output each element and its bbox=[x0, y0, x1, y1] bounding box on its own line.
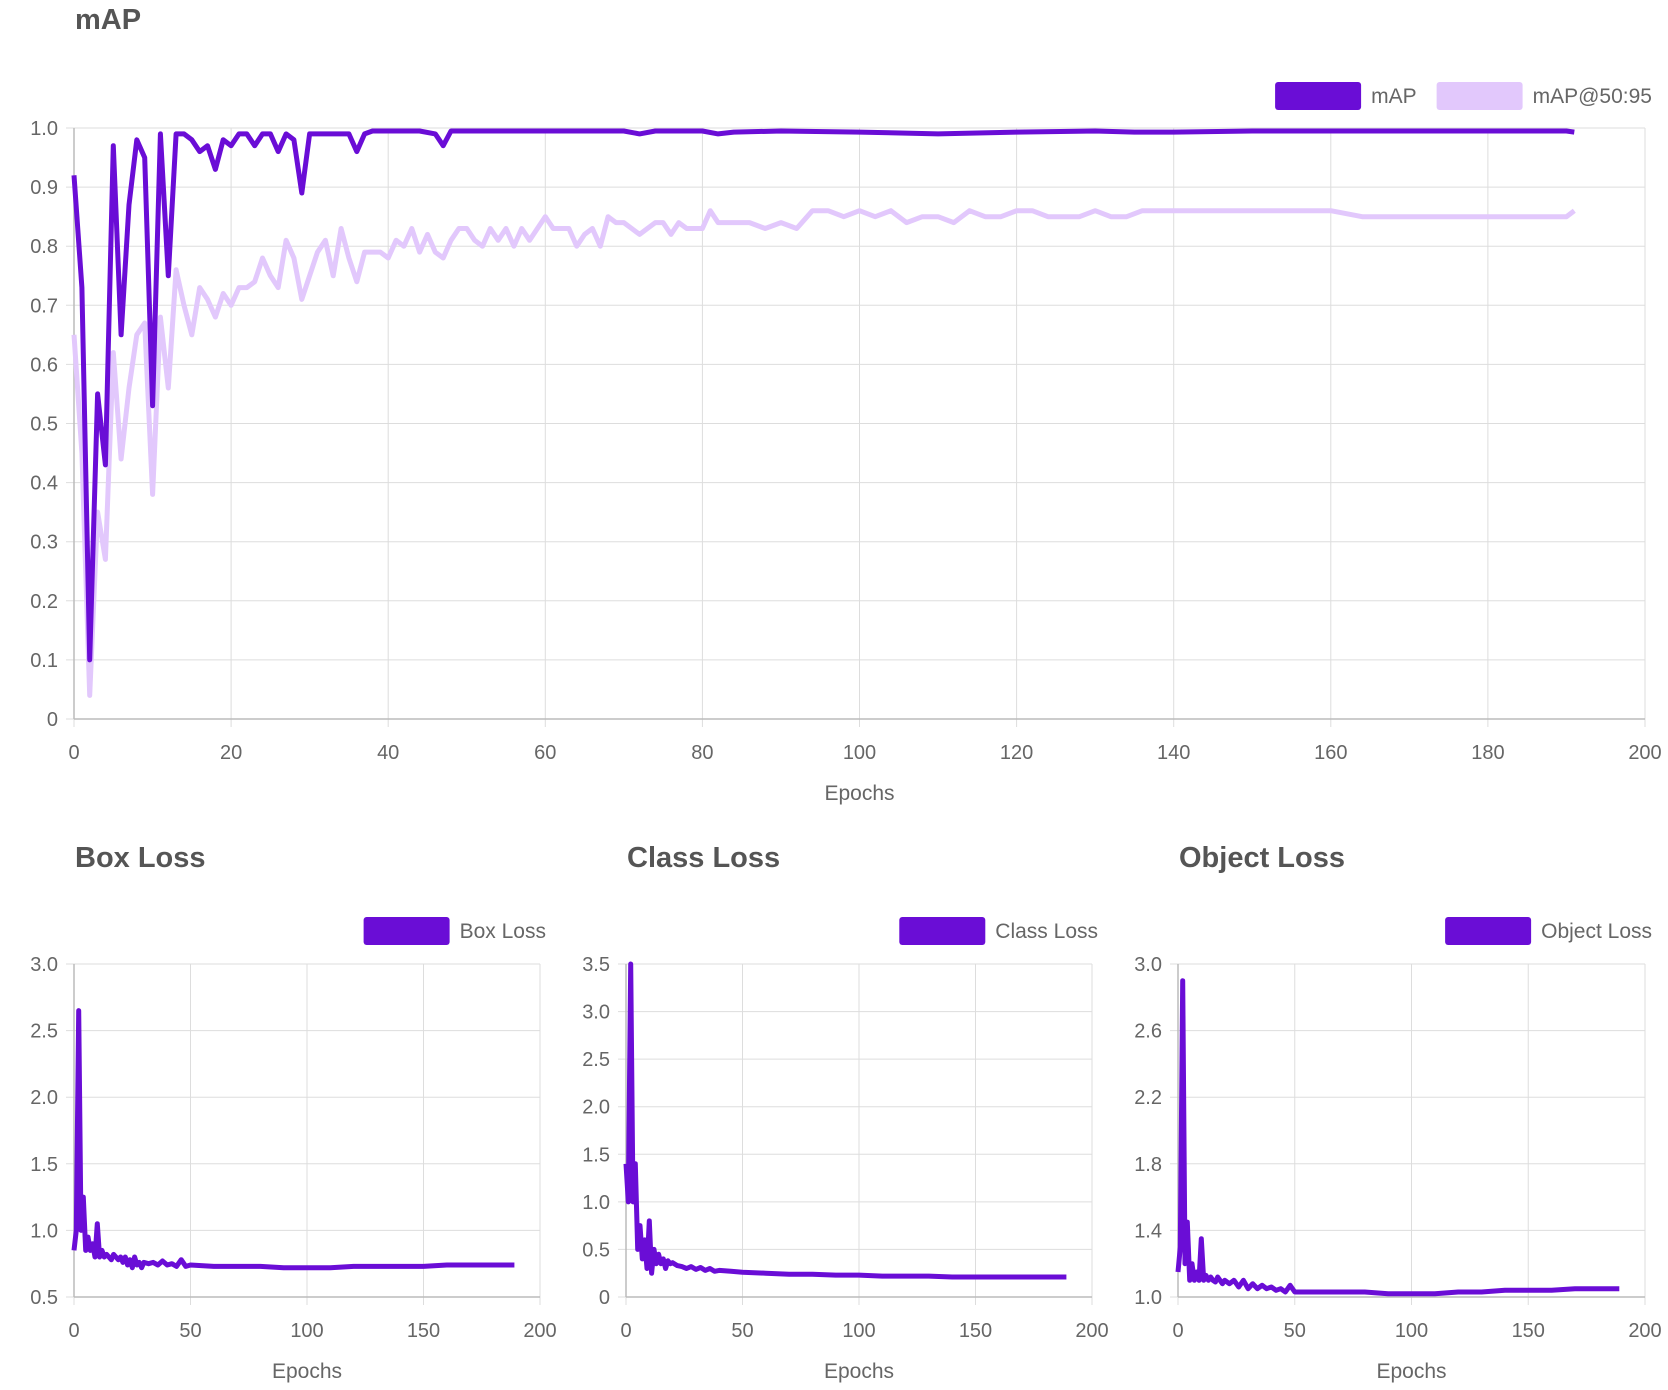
map-y-tick-label: 0.9 bbox=[30, 177, 58, 199]
box-x-tick-label: 150 bbox=[407, 1320, 440, 1342]
object-y-tick-label: 3.0 bbox=[1134, 954, 1162, 976]
map-legend-label: mAP bbox=[1371, 85, 1417, 108]
class-x-tick-label: 100 bbox=[842, 1320, 875, 1342]
class-loss-chart-panel: Class Loss 0 0.5 1.0 1.5 2.0 2.5 3.0 3.5 0 50 100 1… bbox=[552, 834, 1109, 1390]
object-loss-chart-panel: Object Loss 1.0 1.4 1.8 2.2 2.6 3.0 0 50 100 150 2… bbox=[1104, 834, 1668, 1390]
box-y-tick-label: 2.0 bbox=[30, 1087, 58, 1109]
object-x-tick-label: 0 bbox=[1172, 1320, 1183, 1342]
map-y-tick-label: 0.8 bbox=[30, 236, 58, 258]
object-loss-chart: 1.0 1.4 1.8 2.2 2.6 3.0 0 50 100 150 200 Epochs Obje… bbox=[1134, 917, 1662, 1383]
box-x-tick-label: 200 bbox=[523, 1320, 556, 1342]
object-legend-swatch bbox=[1445, 917, 1532, 945]
class-x-tick-label: 150 bbox=[959, 1320, 992, 1342]
object-x-tick-label: 50 bbox=[1284, 1320, 1306, 1342]
box-x-tick-label: 100 bbox=[290, 1320, 323, 1342]
box-loss-chart: 0.5 1.0 1.5 2.0 2.5 3.0 0 50 100 150 200 Epochs Box … bbox=[30, 917, 557, 1383]
map-x-tick-label: 180 bbox=[1471, 742, 1504, 764]
map-x-tick-label: 80 bbox=[691, 742, 713, 764]
map-chart-panel: mAP 0 0.1 0.2 0.3 0.4 0.5 0.6 0.7 0.8 0.9 1.0 0 20 40… bbox=[30, 4, 1662, 805]
map-legend-swatch bbox=[1436, 82, 1523, 110]
object-series-line-object-loss bbox=[1175, 978, 1620, 1297]
map-y-tick-label: 0.3 bbox=[30, 532, 58, 554]
map-y-tick-label: 1.0 bbox=[30, 118, 58, 140]
map-chart: 0 0.1 0.2 0.3 0.4 0.5 0.6 0.7 0.8 0.9 1.0 0 20 40 60 80… bbox=[30, 82, 1662, 805]
class-loss-chart-title: Class Loss bbox=[627, 842, 781, 874]
object-y-tick-label: 1.0 bbox=[1134, 1287, 1162, 1309]
object-x-tick-label: 200 bbox=[1628, 1320, 1661, 1342]
map-x-tick-label: 200 bbox=[1628, 742, 1661, 764]
map-y-tick-label: 0.6 bbox=[30, 354, 58, 376]
map-x-tick-label: 40 bbox=[377, 742, 399, 764]
class-x-tick-label: 50 bbox=[731, 1320, 753, 1342]
class-x-tick-label: 200 bbox=[1075, 1320, 1108, 1342]
object-legend-label: Object Loss bbox=[1541, 920, 1652, 943]
class-y-tick-label: 1.0 bbox=[582, 1192, 610, 1214]
class-legend-swatch bbox=[899, 917, 986, 945]
class-x-axis-label: Epochs bbox=[824, 1360, 894, 1383]
object-y-tick-label: 1.8 bbox=[1134, 1154, 1162, 1176]
class-loss-chart: 0 0.5 1.0 1.5 2.0 2.5 3.0 3.5 0 50 100 150 200 Epochs… bbox=[582, 917, 1109, 1383]
map-series-line-map bbox=[71, 128, 1575, 663]
class-y-tick-label: 3.0 bbox=[582, 1002, 610, 1024]
box-y-tick-label: 0.5 bbox=[30, 1287, 58, 1309]
class-legend-label: Class Loss bbox=[995, 920, 1098, 943]
map-x-tick-label: 60 bbox=[534, 742, 556, 764]
map-x-axis-label: Epochs bbox=[824, 782, 894, 805]
map-y-tick-label: 0.1 bbox=[30, 650, 58, 672]
object-x-tick-label: 100 bbox=[1395, 1320, 1428, 1342]
object-x-axis-label: Epochs bbox=[1376, 1360, 1446, 1383]
class-y-tick-label: 2.0 bbox=[582, 1097, 610, 1119]
class-y-tick-label: 0.5 bbox=[582, 1239, 610, 1261]
map-legend-swatch bbox=[1275, 82, 1362, 110]
object-loss-chart-title: Object Loss bbox=[1179, 842, 1345, 874]
map-series-line-map-50-95 bbox=[71, 208, 1576, 698]
class-y-tick-label: 2.5 bbox=[582, 1049, 610, 1071]
box-y-tick-label: 2.5 bbox=[30, 1021, 58, 1043]
map-x-tick-label: 20 bbox=[220, 742, 242, 764]
map-x-tick-label: 140 bbox=[1157, 742, 1190, 764]
map-y-tick-label: 0.4 bbox=[30, 473, 58, 495]
box-loss-chart-panel: Box Loss 0.5 1.0 1.5 2.0 2.5 3.0 0 50 100 150 200 E… bbox=[0, 834, 557, 1390]
object-y-tick-label: 1.4 bbox=[1134, 1220, 1162, 1242]
box-y-tick-label: 3.0 bbox=[30, 954, 58, 976]
box-x-tick-label: 50 bbox=[179, 1320, 201, 1342]
box-y-tick-label: 1.0 bbox=[30, 1220, 58, 1242]
map-x-tick-label: 120 bbox=[1000, 742, 1033, 764]
box-legend-label: Box Loss bbox=[460, 920, 546, 943]
map-x-tick-label: 160 bbox=[1314, 742, 1347, 764]
class-x-tick-label: 0 bbox=[620, 1320, 631, 1342]
box-series-line-box-loss bbox=[71, 1008, 515, 1271]
class-y-tick-label: 1.5 bbox=[582, 1144, 610, 1166]
map-x-tick-label: 0 bbox=[68, 742, 79, 764]
map-y-tick-label: 0.7 bbox=[30, 295, 58, 317]
map-legend-label: mAP@50:95 bbox=[1533, 85, 1652, 108]
map-x-tick-label: 100 bbox=[843, 742, 876, 764]
map-y-tick-label: 0.5 bbox=[30, 414, 58, 436]
map-y-tick-label: 0 bbox=[47, 709, 58, 731]
box-loss-chart-title: Box Loss bbox=[75, 842, 206, 874]
box-x-tick-label: 0 bbox=[68, 1320, 79, 1342]
object-y-tick-label: 2.6 bbox=[1134, 1021, 1162, 1043]
object-y-tick-label: 2.2 bbox=[1134, 1087, 1162, 1109]
box-y-tick-label: 1.5 bbox=[30, 1154, 58, 1176]
class-y-tick-label: 0 bbox=[599, 1287, 610, 1309]
class-y-tick-label: 3.5 bbox=[582, 954, 610, 976]
box-x-axis-label: Epochs bbox=[272, 1360, 342, 1383]
map-chart-title: mAP bbox=[75, 4, 142, 36]
object-x-tick-label: 150 bbox=[1512, 1320, 1545, 1342]
class-series-line-class-loss bbox=[623, 961, 1067, 1280]
map-y-tick-label: 0.2 bbox=[30, 591, 58, 613]
box-legend-swatch bbox=[363, 917, 450, 945]
